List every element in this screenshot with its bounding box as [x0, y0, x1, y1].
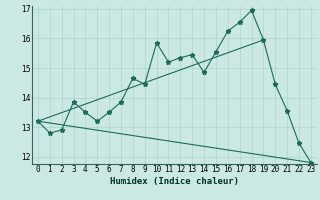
- X-axis label: Humidex (Indice chaleur): Humidex (Indice chaleur): [110, 177, 239, 186]
